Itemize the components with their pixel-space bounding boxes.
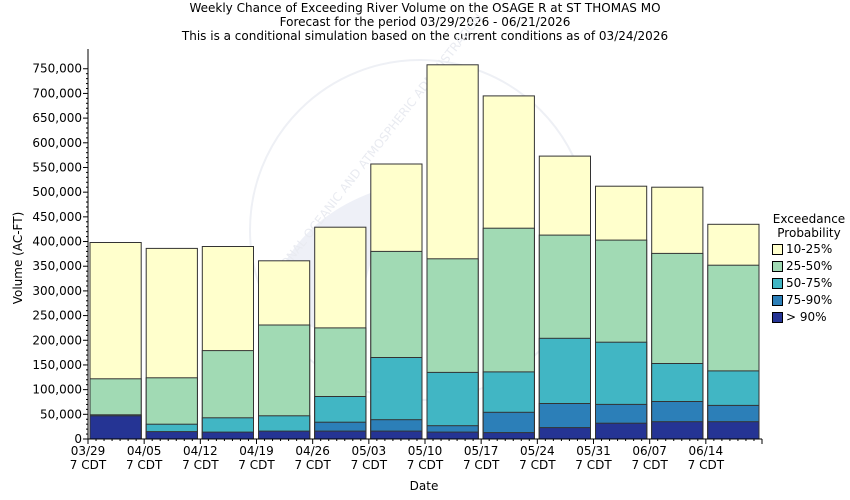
legend-swatch (772, 277, 783, 289)
chart-title: Weekly Chance of Exceeding River Volume … (189, 1, 661, 15)
y-tick-label: 550,000 (32, 160, 82, 174)
bar-segment-04-12-s4 (201, 431, 255, 440)
y-axis-label: Volume (AC-FT) (11, 211, 25, 305)
x-tick-label: 04/05 (127, 444, 162, 458)
bar-group-03-29 (89, 242, 142, 440)
x-tick-sublabel: 7 CDT (631, 458, 668, 472)
bar-segment-05-24-s4 (538, 427, 591, 440)
bar-segment-06-07-s4 (651, 421, 704, 440)
x-tick-label: 05/10 (408, 444, 443, 458)
bar-segment-03-29-s4 (89, 415, 142, 440)
x-tick-sublabel: 7 CDT (238, 458, 275, 472)
y-tick-label: 450,000 (32, 210, 82, 224)
legend-label: 10-25% (786, 242, 833, 256)
y-tick-label: 500,000 (32, 185, 82, 199)
y-tick-label: 200,000 (32, 333, 82, 347)
y-tick-label: 300,000 (32, 284, 82, 298)
x-tick-sublabel: 7 CDT (182, 458, 219, 472)
legend-item: 25-50% (772, 258, 848, 274)
y-tick-label: 400,000 (32, 235, 82, 249)
y-tick-label: 50,000 (40, 407, 82, 421)
y-tick-label: 600,000 (32, 136, 82, 150)
legend-item: 10-25% (772, 241, 848, 257)
chart-subtitle-conditions: This is a conditional simulation based o… (181, 29, 669, 43)
x-tick-label: 05/03 (352, 444, 387, 458)
legend: Exceedance Probability 10-25% 25-50% 50-75… (772, 212, 848, 325)
legend-label: 75-90% (786, 293, 833, 307)
x-tick-sublabel: 7 CDT (351, 458, 388, 472)
x-tick-label: 06/14 (689, 444, 724, 458)
bar-group-06-07 (651, 186, 704, 440)
x-tick-sublabel: 7 CDT (407, 458, 444, 472)
x-tick-sublabel: 7 CDT (575, 458, 612, 472)
bar-group-06-14 (707, 223, 760, 440)
x-tick-sublabel: 7 CDT (688, 458, 725, 472)
legend-label: 50-75% (786, 276, 833, 290)
x-tick-sublabel: 7 CDT (519, 458, 556, 472)
x-tick-label: 06/07 (632, 444, 667, 458)
bar-segment-05-10-s4 (426, 431, 479, 440)
bar-segment-04-19-s4 (258, 430, 311, 440)
legend-title-line-1: Exceedance (772, 212, 846, 226)
x-tick-label: 04/26 (295, 444, 330, 458)
bar-segment-04-05-s4 (145, 431, 198, 440)
chart-subtitle-period: Forecast for the period 03/29/2026 - 06/… (279, 15, 571, 29)
legend-label: > 90% (786, 310, 827, 324)
x-tick-label: 04/19 (239, 444, 274, 458)
y-tick-label: 650,000 (32, 111, 82, 125)
x-axis-label: Date (409, 479, 439, 493)
y-tick-label: 0 (74, 432, 82, 446)
bar-segment-04-26-s4 (314, 430, 367, 440)
legend-title-line-2: Probability (777, 226, 841, 240)
x-tick-label: 05/17 (464, 444, 499, 458)
bar-segment-05-03-s4 (370, 430, 423, 440)
x-tick-label: 05/31 (576, 444, 611, 458)
bar-segment-06-14-s4 (707, 421, 760, 440)
y-tick-label: 150,000 (32, 358, 82, 372)
x-tick-sublabel: 7 CDT (70, 458, 107, 472)
x-tick-sublabel: 7 CDT (463, 458, 500, 472)
legend-swatch (772, 294, 783, 306)
y-tick-label: 350,000 (32, 259, 82, 273)
x-tick-sublabel: 7 CDT (294, 458, 331, 472)
x-tick-sublabel: 7 CDT (126, 458, 163, 472)
bar-group-04-05 (145, 247, 198, 440)
bar-group-05-10 (426, 64, 479, 440)
y-tick-label: 100,000 (32, 383, 82, 397)
x-tick-label: 03/29 (71, 444, 106, 458)
x-tick-label: 04/12 (183, 444, 218, 458)
bar-group-04-19 (258, 260, 311, 440)
bar-segment-05-31-s4 (595, 422, 648, 440)
x-tick-label: 05/24 (520, 444, 555, 458)
bar-group-05-31 (595, 185, 648, 440)
legend-item: > 90% (772, 309, 848, 325)
legend-item: 50-75% (772, 275, 848, 291)
y-tick-label: 700,000 (32, 86, 82, 100)
y-tick-label: 750,000 (32, 62, 82, 76)
legend-label: 25-50% (786, 259, 833, 273)
legend-swatch (772, 260, 783, 272)
bar-group-04-26 (314, 226, 367, 440)
bar-group-05-17 (482, 95, 535, 440)
legend-swatch (772, 311, 783, 323)
bar-group-05-03 (370, 163, 423, 440)
legend-swatch (772, 243, 783, 255)
legend-item: 75-90% (772, 292, 848, 308)
bar-segment-05-17-s4 (482, 432, 535, 440)
bar-group-04-12 (201, 246, 255, 440)
bar-group-05-24 (538, 155, 591, 440)
y-tick-label: 250,000 (32, 309, 82, 323)
